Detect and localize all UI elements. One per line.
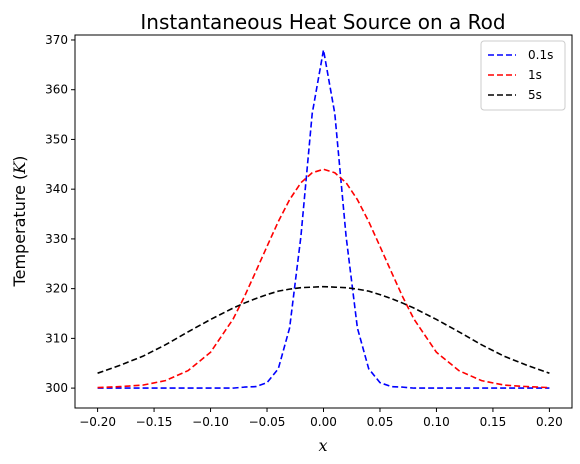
x-tick-label: 0.10 [423, 415, 450, 429]
y-tick-label: 320 [45, 282, 68, 296]
legend-label-1: 0.1s [528, 48, 553, 62]
y-tick-label: 300 [45, 381, 68, 395]
y-axis-label: Temperature (K) [10, 156, 29, 288]
legend: 0.1s 1s 5s [480, 40, 566, 111]
y-tick-label: 330 [45, 232, 68, 246]
series-line-3 [97, 285, 550, 374]
y-axis-label-unit: K [10, 161, 29, 175]
legend-box [480, 40, 566, 111]
x-axis-label-text: x [318, 436, 327, 455]
chart-title: Instantaneous Heat Source on a Rod [140, 10, 505, 34]
legend-entries: 0.1s 1s 5s [488, 48, 553, 102]
y-axis: 300 310 320 330 340 350 360 370 [45, 33, 75, 395]
y-axis-label-close: ) [10, 156, 29, 162]
x-tick-label: 0.15 [480, 415, 507, 429]
x-tick-label: −0.15 [136, 415, 173, 429]
x-tick-label: 0.05 [367, 415, 394, 429]
x-tick-label: −0.05 [249, 415, 286, 429]
x-axis-label: x [318, 436, 327, 455]
x-tick-label: −0.10 [192, 415, 229, 429]
legend-label-2: 1s [528, 68, 542, 82]
x-tick-label: 0.20 [536, 415, 563, 429]
legend-label-3: 5s [528, 88, 542, 102]
y-tick-label: 340 [45, 182, 68, 196]
x-tick-label: 0.00 [310, 415, 337, 429]
series-layer [97, 49, 550, 389]
y-tick-label: 350 [45, 132, 68, 146]
y-tick-label: 360 [45, 83, 68, 97]
y-tick-label: 310 [45, 331, 68, 345]
y-tick-label: 370 [45, 33, 68, 47]
y-axis-label-text: Temperature ( [10, 174, 29, 288]
x-tick-label: −0.20 [79, 415, 116, 429]
x-axis: −0.20 −0.15 −0.10 −0.05 0.00 0.05 0.10 0.15 0.20 [79, 408, 563, 429]
series-line-2 [97, 168, 550, 389]
